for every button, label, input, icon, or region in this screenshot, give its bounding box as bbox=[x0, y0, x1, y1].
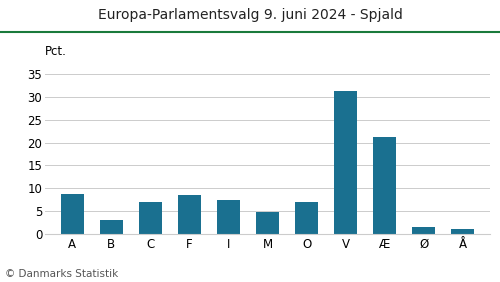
Bar bbox=[295, 202, 318, 234]
Text: © Danmarks Statistik: © Danmarks Statistik bbox=[5, 269, 118, 279]
Text: Europa-Parlamentsvalg 9. juni 2024 - Spjald: Europa-Parlamentsvalg 9. juni 2024 - Spj… bbox=[98, 8, 403, 23]
Bar bbox=[217, 200, 240, 234]
Bar bbox=[256, 212, 279, 234]
Bar bbox=[100, 220, 123, 234]
Bar bbox=[138, 202, 162, 234]
Text: Pct.: Pct. bbox=[45, 45, 67, 58]
Bar bbox=[451, 229, 474, 234]
Bar bbox=[60, 194, 84, 234]
Bar bbox=[334, 91, 357, 234]
Bar bbox=[412, 227, 436, 234]
Bar bbox=[373, 137, 396, 234]
Bar bbox=[178, 195, 201, 234]
